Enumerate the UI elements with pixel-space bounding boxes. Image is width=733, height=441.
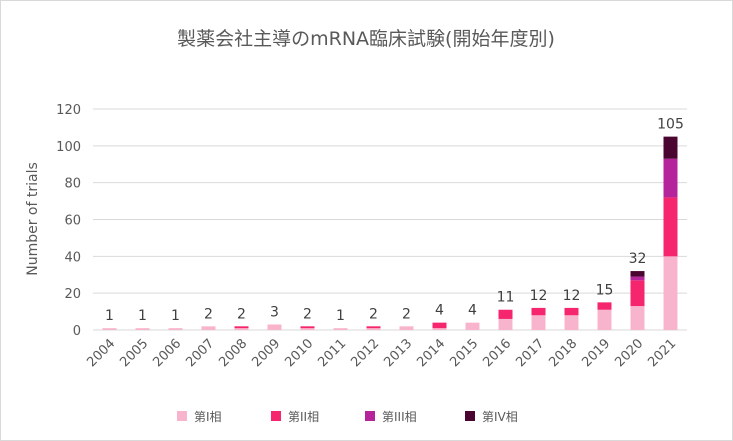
x-tick-label: 2006 xyxy=(150,336,184,370)
bar-segment xyxy=(300,328,315,330)
bar-segment xyxy=(399,326,414,330)
bar-segment xyxy=(366,328,381,330)
bar-segment xyxy=(234,328,249,330)
x-tick-label: 2004 xyxy=(84,336,118,370)
y-tick-label: 20 xyxy=(64,287,81,302)
bar-segment xyxy=(135,328,150,330)
total-label: 4 xyxy=(435,303,444,319)
x-tick-label: 2013 xyxy=(381,336,415,370)
x-tick-label: 2019 xyxy=(579,336,613,370)
total-label: 2 xyxy=(204,306,213,322)
bar-segment xyxy=(663,256,678,330)
bar-segment xyxy=(498,309,513,319)
bar-segment xyxy=(630,280,645,307)
total-label: 105 xyxy=(657,117,684,133)
total-label: 12 xyxy=(530,288,548,304)
x-tick-label: 2018 xyxy=(546,336,580,370)
bar-segment xyxy=(663,136,678,159)
total-label: 1 xyxy=(171,308,180,324)
bar-segment xyxy=(597,302,612,310)
legend-label: 第III相 xyxy=(382,410,417,424)
bar-segment xyxy=(531,307,546,316)
x-tick-label: 2014 xyxy=(414,336,448,370)
legend-swatch xyxy=(465,411,475,421)
x-tick-label: 2021 xyxy=(645,336,679,370)
x-tick-label: 2015 xyxy=(447,336,481,370)
total-label: 1 xyxy=(105,308,114,324)
x-tick-label: 2020 xyxy=(612,336,646,370)
total-label: 2 xyxy=(237,306,246,322)
x-tick-label: 2005 xyxy=(117,336,151,370)
bar-segment xyxy=(267,324,282,330)
bar-segment xyxy=(432,328,447,330)
bar-segment xyxy=(630,306,645,330)
x-tick-label: 2010 xyxy=(282,336,316,370)
bar-segment xyxy=(234,326,249,329)
gridlines xyxy=(93,108,687,331)
total-label: 12 xyxy=(563,288,581,304)
total-label: 2 xyxy=(402,306,411,322)
bar-segment xyxy=(498,318,513,330)
legend-swatch xyxy=(177,411,187,421)
total-label: 2 xyxy=(369,306,378,322)
y-tick-label: 80 xyxy=(64,177,81,192)
y-tick-label: 60 xyxy=(64,214,81,229)
x-tick-label: 2012 xyxy=(348,336,382,370)
bar-segment xyxy=(597,309,612,330)
bar-segment xyxy=(531,315,546,330)
x-axis-ticks: 2004200520062007200820092010201120122013… xyxy=(84,336,679,370)
x-tick-label: 2011 xyxy=(315,336,349,370)
bar-segment xyxy=(663,158,678,198)
y-axis-ticks: 0 20 40 60 80 100 120 xyxy=(56,103,81,339)
x-tick-label: 2009 xyxy=(249,336,283,370)
x-tick-label: 2008 xyxy=(216,336,250,370)
bar-segment xyxy=(630,271,645,277)
total-label: 11 xyxy=(497,290,515,306)
x-tick-label: 2007 xyxy=(183,336,217,370)
bar-segment xyxy=(201,326,216,330)
legend: 第I相 第II相 第III相 第IV相 xyxy=(177,410,518,424)
bar-segment xyxy=(564,315,579,330)
legend-label: 第II相 xyxy=(288,410,319,424)
total-label: 4 xyxy=(468,303,477,319)
total-label: 3 xyxy=(270,304,279,320)
total-label: 1 xyxy=(138,308,147,324)
legend-swatch xyxy=(271,411,281,421)
bar-segment xyxy=(564,307,579,316)
legend-label: 第IV相 xyxy=(482,410,518,424)
total-label: 2 xyxy=(303,306,312,322)
bar-segment xyxy=(630,276,645,281)
bar-segment xyxy=(465,322,480,330)
y-tick-label: 120 xyxy=(56,103,81,118)
y-tick-label: 40 xyxy=(64,250,81,265)
legend-swatch xyxy=(365,411,375,421)
bars xyxy=(102,136,678,330)
total-label: 15 xyxy=(596,282,614,298)
bar-segment xyxy=(366,326,381,329)
bar-segment xyxy=(102,328,117,330)
total-label: 1 xyxy=(336,308,345,324)
chart-title: 製薬会社主導のmRNA臨床試験(開始年度別) xyxy=(177,28,555,50)
total-label: 32 xyxy=(629,251,647,267)
y-axis-title: Number of trials xyxy=(25,162,41,276)
x-tick-label: 2016 xyxy=(480,336,514,370)
y-tick-label: 100 xyxy=(56,140,81,155)
bar-segment xyxy=(333,328,348,330)
bar-segment xyxy=(168,328,183,330)
x-tick-label: 2017 xyxy=(513,336,547,370)
bar-segment xyxy=(432,322,447,329)
legend-label: 第I相 xyxy=(194,410,222,424)
bar-segment xyxy=(663,197,678,257)
y-tick-label: 0 xyxy=(73,324,81,339)
bar-segment xyxy=(300,326,315,329)
